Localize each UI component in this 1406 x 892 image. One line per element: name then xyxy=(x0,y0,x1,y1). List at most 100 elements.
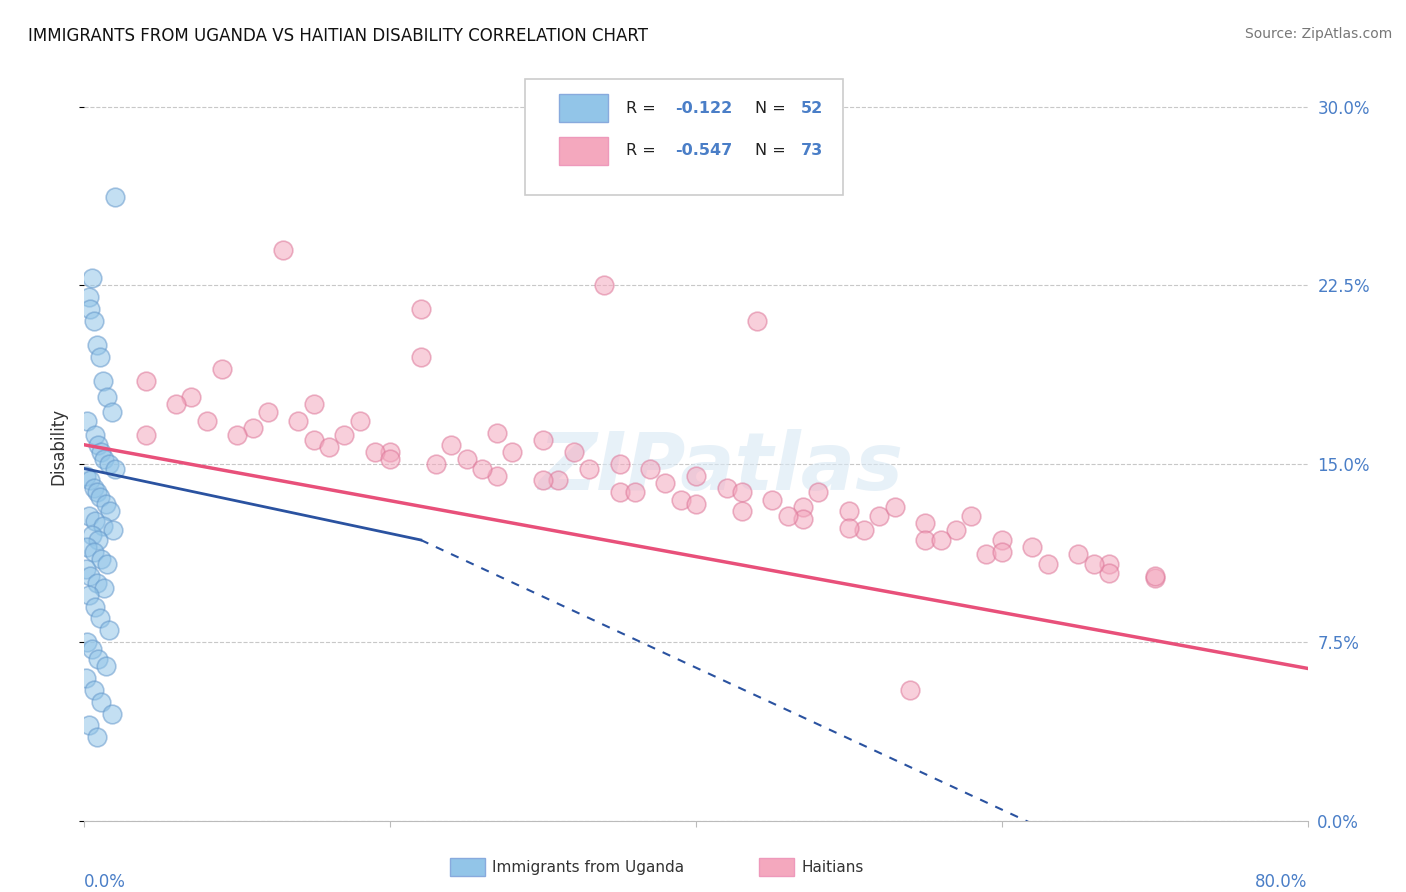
Point xyxy=(80,528,103,542)
Point xyxy=(593,278,616,293)
Point xyxy=(945,524,967,538)
Point xyxy=(547,474,569,488)
Point xyxy=(96,557,118,571)
Point xyxy=(94,497,117,511)
FancyBboxPatch shape xyxy=(524,78,842,195)
Text: ZIPatlas: ZIPatlas xyxy=(538,429,903,508)
Point xyxy=(333,428,356,442)
Point xyxy=(101,706,124,721)
Point xyxy=(90,445,112,459)
Point xyxy=(914,516,936,531)
Text: IMMIGRANTS FROM UGANDA VS HAITIAN DISABILITY CORRELATION CHART: IMMIGRANTS FROM UGANDA VS HAITIAN DISABI… xyxy=(28,27,648,45)
Point xyxy=(86,485,108,500)
Point xyxy=(486,425,509,440)
Point xyxy=(716,481,738,495)
Point xyxy=(94,659,117,673)
Point xyxy=(1036,557,1059,571)
Point xyxy=(792,511,814,525)
Point xyxy=(380,452,402,467)
Point xyxy=(76,540,98,554)
Y-axis label: Disability: Disability xyxy=(49,408,67,484)
Point xyxy=(83,682,105,697)
Point xyxy=(776,509,799,524)
Text: Immigrants from Uganda: Immigrants from Uganda xyxy=(492,860,685,874)
Point xyxy=(75,561,97,575)
Point xyxy=(486,468,509,483)
Text: 80.0%: 80.0% xyxy=(1256,873,1308,891)
Point xyxy=(79,568,101,582)
Text: R =: R = xyxy=(626,144,661,158)
Point xyxy=(792,500,814,514)
Point xyxy=(75,671,97,685)
Point xyxy=(669,492,692,507)
Point xyxy=(86,731,108,745)
Point xyxy=(1143,571,1166,585)
Text: N =: N = xyxy=(755,144,790,158)
Point xyxy=(97,457,120,471)
Point xyxy=(1098,557,1121,571)
Point xyxy=(1021,540,1043,554)
Point xyxy=(531,474,554,488)
Point xyxy=(76,635,98,649)
Point xyxy=(1098,566,1121,581)
Point xyxy=(98,504,121,518)
Point xyxy=(624,485,647,500)
Point xyxy=(287,414,309,428)
Point xyxy=(349,414,371,428)
Point xyxy=(76,414,98,428)
Point xyxy=(609,457,631,471)
Point xyxy=(77,290,100,304)
Point xyxy=(409,350,432,364)
Point xyxy=(257,404,280,418)
Point xyxy=(103,524,125,538)
Point xyxy=(1067,547,1090,561)
Point xyxy=(195,414,218,428)
Point xyxy=(853,524,876,538)
Point xyxy=(89,490,111,504)
Point xyxy=(914,533,936,547)
Point xyxy=(90,695,112,709)
Point xyxy=(135,374,157,388)
Point xyxy=(807,485,830,500)
Point xyxy=(89,611,111,625)
FancyBboxPatch shape xyxy=(560,136,607,165)
Point xyxy=(380,445,402,459)
Point xyxy=(226,428,249,442)
Point xyxy=(364,445,387,459)
Point xyxy=(654,475,676,490)
Text: R =: R = xyxy=(626,101,661,116)
Point xyxy=(425,457,447,471)
Point xyxy=(609,485,631,500)
Point xyxy=(761,492,783,507)
Text: -0.122: -0.122 xyxy=(675,101,733,116)
Point xyxy=(1083,557,1105,571)
Text: 0.0%: 0.0% xyxy=(84,873,127,891)
Point xyxy=(91,518,114,533)
Point xyxy=(685,468,707,483)
Point xyxy=(84,599,107,614)
Point xyxy=(135,428,157,442)
Point xyxy=(991,545,1014,559)
Point xyxy=(104,190,127,204)
Point xyxy=(96,390,118,404)
Point xyxy=(79,474,101,488)
Point xyxy=(77,718,100,732)
Text: 52: 52 xyxy=(801,101,824,116)
Point xyxy=(578,461,600,475)
Text: Haitians: Haitians xyxy=(801,860,863,874)
Point xyxy=(90,552,112,566)
Point xyxy=(165,397,187,411)
Point xyxy=(440,438,463,452)
Point xyxy=(271,243,294,257)
Point xyxy=(89,350,111,364)
Point xyxy=(976,547,998,561)
Text: N =: N = xyxy=(755,101,790,116)
Point xyxy=(869,509,891,524)
Point xyxy=(838,504,860,518)
Point xyxy=(75,468,97,483)
Point xyxy=(93,581,115,595)
Point xyxy=(960,509,983,524)
Point xyxy=(97,624,120,638)
Point xyxy=(302,397,325,411)
Point xyxy=(747,314,769,328)
